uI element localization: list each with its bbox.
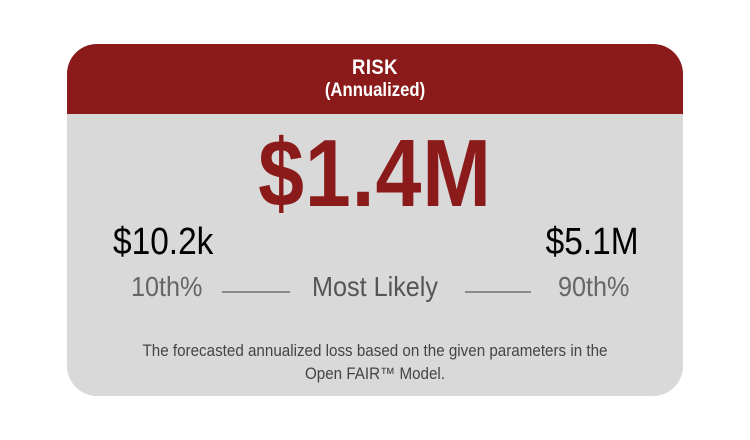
most-likely-label: Most Likely: [311, 271, 439, 302]
card-title: RISK: [352, 56, 398, 79]
card-subtitle: (Annualized): [324, 80, 426, 101]
right-connector-line: [465, 291, 531, 293]
risk-card-header: RISK (Annualized): [67, 44, 683, 114]
high-percentile-label: 90th%: [557, 271, 629, 302]
low-percentile-label: 10th%: [131, 271, 203, 302]
card-description: The forecasted annualized loss based on …: [142, 342, 608, 383]
low-percentile-value: $10.2k: [113, 221, 214, 263]
high-percentile-value: $5.1M: [546, 221, 639, 263]
left-connector-line: [222, 291, 290, 293]
most-likely-value: $1.4M: [258, 120, 492, 227]
risk-card: RISK (Annualized) $1.4M $10.2k $5.1M 10t…: [67, 44, 683, 396]
